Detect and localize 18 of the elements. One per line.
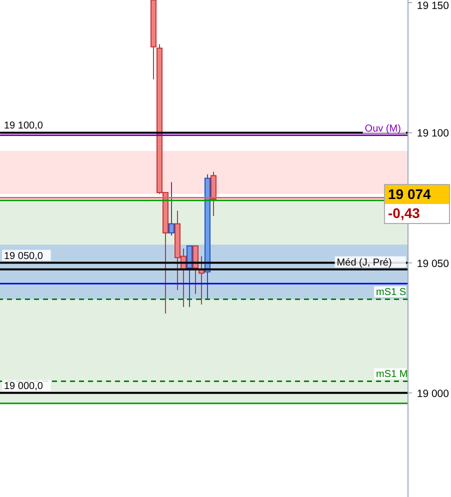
y-tick-label: 19 000 (416, 388, 450, 400)
y-tick-label: 19 150 (416, 0, 450, 12)
price-tag: 19 074 -0,43 (384, 184, 450, 224)
y-tick-label: 19 050 (416, 258, 450, 270)
y-tick-label: 19 100 (416, 128, 450, 140)
annotation: -0,43 (385, 204, 449, 223)
ref-line-label: 19 100,0 (4, 120, 44, 132)
ref-line-label: Ouv (M) (364, 123, 401, 134)
candlestick (168, 182, 174, 236)
ref-line-label: mS1 M (376, 369, 408, 380)
candlestick (186, 245, 192, 308)
candlestick (210, 171, 216, 216)
ref-line-label: mS1 S (376, 287, 406, 298)
candlestick (192, 245, 198, 295)
ref-line-label: 19 050,0 (4, 250, 44, 262)
ref-line-label: Méd (J, Pré) (336, 257, 392, 268)
ref-line-label: 19 000,0 (4, 380, 44, 392)
annotation: 19 074 (385, 185, 449, 204)
